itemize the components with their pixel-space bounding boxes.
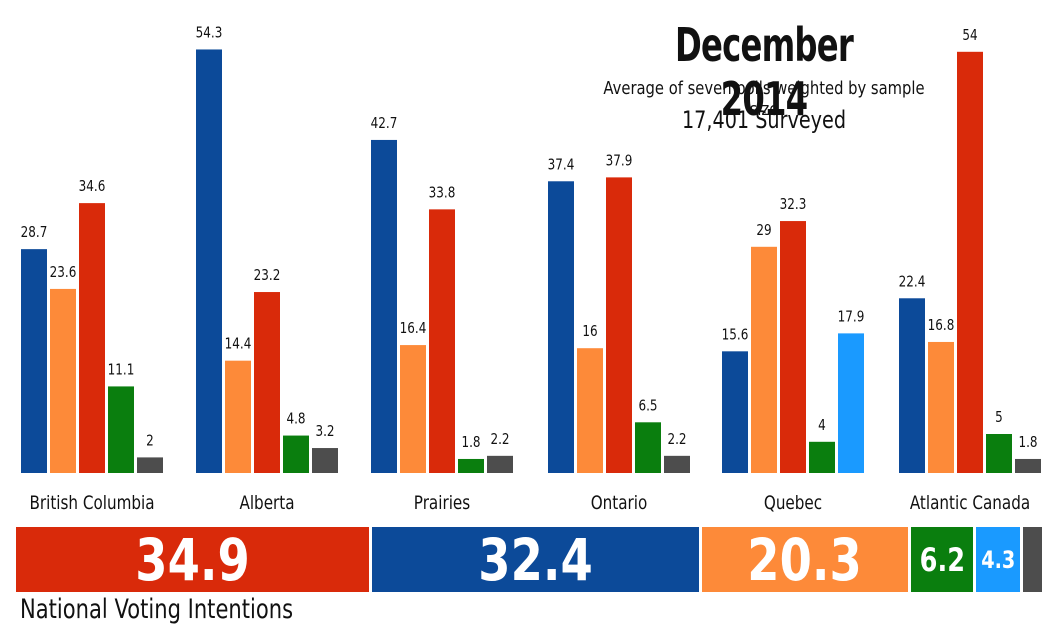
bar-prairies-1: [400, 345, 426, 473]
data-label: 22.4: [899, 273, 926, 291]
bar-british-columbia-5: [137, 457, 163, 473]
data-label: 16.8: [928, 317, 955, 335]
bar-atlantic-canada-2: [957, 51, 983, 474]
data-label: 28.7: [21, 224, 48, 242]
data-label: 4.8: [286, 410, 305, 428]
national-segment: 34.9: [16, 527, 369, 592]
data-label: 6.5: [638, 397, 657, 415]
national-segment: [1022, 527, 1042, 592]
data-label: 32.3: [780, 196, 807, 214]
bar-prairies-5: [487, 455, 513, 473]
category-label: British Columbia: [29, 492, 154, 514]
data-label: 3.2: [315, 423, 334, 441]
national-segment-value: 4.3: [981, 545, 1016, 574]
category-label: Quebec: [764, 492, 822, 514]
national-segment-value: 32.4: [478, 527, 593, 592]
data-label: 54.3: [196, 24, 223, 42]
data-label: 34.6: [79, 178, 106, 196]
data-label: 17.9: [838, 308, 865, 326]
national-voting-label: National Voting Intentions: [20, 594, 294, 625]
national-segment-value: 20.3: [747, 527, 863, 592]
data-label: 33.8: [429, 184, 456, 202]
national-segment: 4.3: [976, 527, 1020, 592]
bar-quebec-4: [838, 333, 864, 473]
bar-prairies-3: [458, 458, 484, 473]
data-label: 4: [818, 417, 826, 435]
national-voting-bar: 34.9 32.4 20.3 6.2 4.3: [0, 527, 1056, 593]
national-segment: 20.3: [702, 527, 908, 592]
bar-ontario-5: [664, 455, 690, 473]
category-label: Prairies: [414, 492, 470, 514]
bar-atlantic-canada-3: [986, 434, 1012, 473]
chart-subtitle: Average of seven polls weighted by sampl…: [603, 78, 925, 120]
category-label: Ontario: [591, 492, 648, 514]
bar-ontario-3: [635, 422, 661, 473]
bar-ontario-0: [548, 181, 574, 473]
bar-quebec-2: [780, 221, 806, 473]
data-label: 16.4: [400, 320, 427, 338]
bar-alberta-0: [196, 49, 222, 474]
data-label: 37.4: [548, 156, 575, 174]
data-label: 54: [962, 27, 977, 45]
bar-quebec-3: [809, 441, 835, 473]
data-label: 23.2: [254, 267, 281, 285]
national-segment-value: 6.2: [919, 540, 965, 579]
data-label: 1.8: [1018, 434, 1037, 452]
national-segment-value: 34.9: [135, 527, 250, 592]
data-label: 2: [146, 432, 154, 450]
data-label: 23.6: [50, 264, 77, 282]
national-segment: 6.2: [910, 527, 974, 592]
data-label: 15.6: [722, 326, 749, 344]
national-segment: 32.4: [371, 527, 700, 592]
data-label: 16: [582, 323, 597, 341]
bar-british-columbia-2: [79, 203, 105, 473]
bar-ontario-1: [577, 348, 603, 473]
bar-alberta-2: [254, 292, 280, 473]
data-label: 1.8: [461, 434, 480, 452]
bar-alberta-1: [225, 360, 251, 473]
data-label: 5: [995, 409, 1003, 427]
data-label: 14.4: [225, 335, 252, 353]
category-label: Atlantic Canada: [910, 492, 1030, 514]
bar-atlantic-canada-1: [928, 341, 954, 473]
bar-alberta-3: [283, 435, 309, 473]
bar-quebec-0: [722, 351, 748, 473]
bar-british-columbia-3: [108, 386, 134, 473]
data-label: 2.2: [490, 431, 509, 449]
data-label: 42.7: [371, 115, 398, 133]
category-label: Alberta: [239, 492, 294, 514]
chart-title: December 2014: [674, 18, 854, 126]
bar-atlantic-canada-0: [899, 298, 925, 473]
surveyed-count: 17,401 Surveyed: [681, 106, 847, 134]
bar-prairies-0: [371, 139, 397, 473]
bar-british-columbia-0: [21, 249, 47, 473]
data-label: 11.1: [108, 361, 135, 379]
bar-british-columbia-1: [50, 288, 76, 473]
data-label: 37.9: [606, 152, 633, 170]
bar-quebec-1: [751, 246, 777, 473]
bar-alberta-5: [312, 448, 338, 473]
data-label: 2.2: [667, 431, 686, 449]
bar-prairies-2: [429, 209, 455, 474]
regional-bar-chart: 28.7 23.6 34.6 11.1 2 British Columbia 54.3 14.…: [21, 24, 1041, 515]
bar-ontario-2: [606, 177, 632, 473]
bar-atlantic-canada-5: [1015, 458, 1041, 473]
data-label: 29: [756, 222, 771, 240]
